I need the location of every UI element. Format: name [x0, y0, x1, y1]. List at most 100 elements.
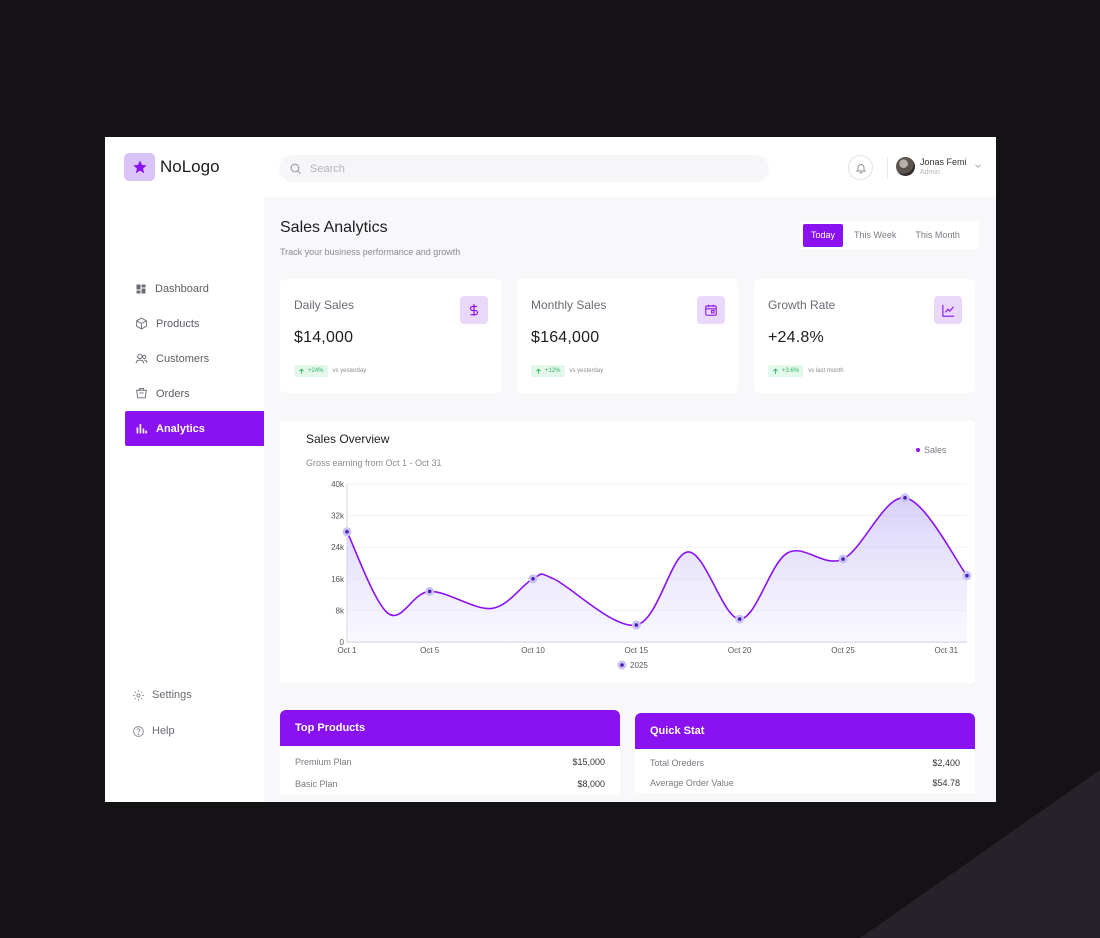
stat-card-monthly-sales: Monthly Sales $164,000 +12% vs yesterday: [517, 279, 738, 393]
search-icon: [290, 163, 301, 174]
sidebar-item-label: Help: [152, 725, 175, 737]
quick-stat-panel: Quick Stat Total Oreders $2,400 Average …: [635, 713, 975, 793]
user-menu[interactable]: Jonas Femi Admin: [896, 157, 983, 176]
series-legend-label: 2025: [630, 661, 648, 670]
stat-value: +24.8%: [768, 329, 824, 346]
x-tick-label: Oct 10: [521, 646, 545, 655]
basket-icon: [136, 388, 147, 399]
trend-percent: +24%: [308, 368, 324, 374]
sidebar-item-customers[interactable]: Customers: [125, 341, 264, 376]
list-item: Average Order Value $54.78: [635, 773, 975, 793]
list-item: Premium Plan $15,000: [280, 751, 620, 773]
search-bar[interactable]: [279, 155, 769, 182]
main-content: Sales Analytics Track your business perf…: [264, 197, 996, 802]
data-point: [841, 557, 845, 561]
data-point: [903, 496, 907, 500]
sidebar-item-settings[interactable]: Settings: [132, 685, 192, 705]
stat-trend: +24% vs yesterday: [294, 365, 366, 377]
data-point: [965, 573, 969, 578]
page-subtitle: Track your business performance and grow…: [280, 247, 461, 257]
panel-title: Top Products: [280, 710, 620, 746]
stat-card-daily-sales: Daily Sales $14,000 +24% vs yesterday: [280, 279, 501, 393]
x-tick-label: Oct 5: [420, 646, 440, 655]
y-tick-label: 0: [340, 638, 345, 647]
notifications-button[interactable]: [848, 155, 873, 180]
trend-badge: +3.6%: [768, 365, 804, 377]
arrow-up-icon: [773, 368, 778, 374]
list-item: Basic Plan $8,000: [280, 773, 620, 795]
stat-name: Total Oreders: [650, 758, 705, 768]
chart-title: Sales Overview: [306, 432, 390, 446]
top-bar: NoLogo Jonas Femi Admin: [105, 137, 996, 197]
stat-label: Daily Sales: [294, 298, 355, 312]
y-tick-label: 40k: [331, 480, 345, 489]
bell-icon: [855, 163, 866, 173]
sidebar-item-label: Analytics: [156, 422, 205, 435]
stat-trend: +12% vs yesterday: [531, 365, 603, 377]
y-tick-label: 32k: [331, 512, 345, 521]
stat-trend: +3.6% vs last month: [768, 365, 844, 377]
chevron-down-icon[interactable]: [973, 161, 983, 171]
sidebar-item-label: Settings: [152, 689, 192, 701]
arrow-up-icon: [536, 368, 541, 374]
trend-chart-icon: [934, 296, 962, 324]
data-point: [427, 589, 432, 594]
sidebar-item-orders[interactable]: Orders: [125, 376, 264, 411]
search-input[interactable]: [310, 162, 750, 175]
product-name: Premium Plan: [295, 757, 352, 767]
chart-legend: Sales: [916, 445, 947, 455]
trend-compare: vs last month: [808, 368, 844, 374]
trend-badge: +12%: [531, 365, 565, 377]
legend-label: Sales: [924, 445, 947, 455]
y-tick-label: 16k: [331, 575, 345, 584]
x-tick-label: Oct 25: [831, 646, 855, 655]
period-week-button[interactable]: This Week: [854, 230, 897, 240]
calendar-icon: [697, 296, 725, 324]
sidebar-item-products[interactable]: Products: [125, 306, 264, 341]
dollar-icon: [460, 296, 488, 324]
sidebar-item-analytics[interactable]: Analytics: [125, 411, 264, 446]
stat-card-growth-rate: Growth Rate +24.8% +3.6% vs last month: [754, 279, 975, 393]
stat-value: $14,000: [294, 329, 354, 346]
sales-chart: 0 8k 16k 24k 32k 40k Oct 1 Oct 5 Oct 10 Oct 15 Oct…: [331, 480, 972, 670]
trend-percent: +12%: [545, 368, 561, 374]
gear-icon: [133, 689, 144, 701]
top-products-panel: Top Products Premium Plan $15,000 Basic …: [280, 710, 620, 795]
data-point: [345, 529, 349, 534]
trend-percent: +3.6%: [782, 368, 800, 374]
data-point: [531, 577, 535, 581]
sidebar-item-dashboard[interactable]: Dashboard: [125, 271, 264, 306]
product-value: $15,000: [572, 757, 605, 767]
y-tick-label: 8k: [336, 606, 345, 615]
sidebar-item-label: Customers: [156, 352, 210, 365]
stat-value: $54.78: [932, 778, 960, 788]
x-tick-label: Oct 31: [935, 646, 959, 655]
sidebar-item-label: Dashboard: [155, 282, 209, 295]
help-icon: [133, 725, 144, 737]
sidebar-item-help[interactable]: Help: [132, 721, 175, 741]
period-switcher: Today This Week This Month: [800, 221, 979, 249]
period-month-button[interactable]: This Month: [915, 230, 960, 240]
brand[interactable]: NoLogo: [124, 153, 220, 181]
trend-compare: vs yesterday: [569, 368, 604, 374]
y-tick-label: 24k: [331, 543, 345, 552]
user-name: Jonas Femi: [920, 156, 967, 167]
x-tick-label: Oct 20: [728, 646, 752, 655]
sidebar-item-label: Products: [156, 317, 200, 330]
stat-value: $164,000: [531, 329, 600, 346]
series-legend-dot: [620, 663, 624, 667]
product-name: Basic Plan: [295, 779, 338, 789]
product-value: $8,000: [577, 779, 605, 789]
period-today-button[interactable]: Today: [803, 223, 844, 247]
list-item: Total Oreders $2,400: [635, 753, 975, 773]
brand-name: NoLogo: [160, 157, 220, 176]
panel-title: Quick Stat: [635, 713, 975, 749]
trend-compare: vs yesterday: [332, 368, 367, 374]
stat-name: Average Order Value: [650, 778, 734, 788]
sidebar-item-label: Orders: [156, 387, 190, 400]
sidebar: Dashboard Products Customers Orders Anal…: [105, 197, 264, 802]
avatar: [896, 157, 915, 176]
star-icon: [124, 153, 155, 181]
user-role: Admin: [920, 168, 940, 176]
legend-dot: [916, 448, 920, 452]
